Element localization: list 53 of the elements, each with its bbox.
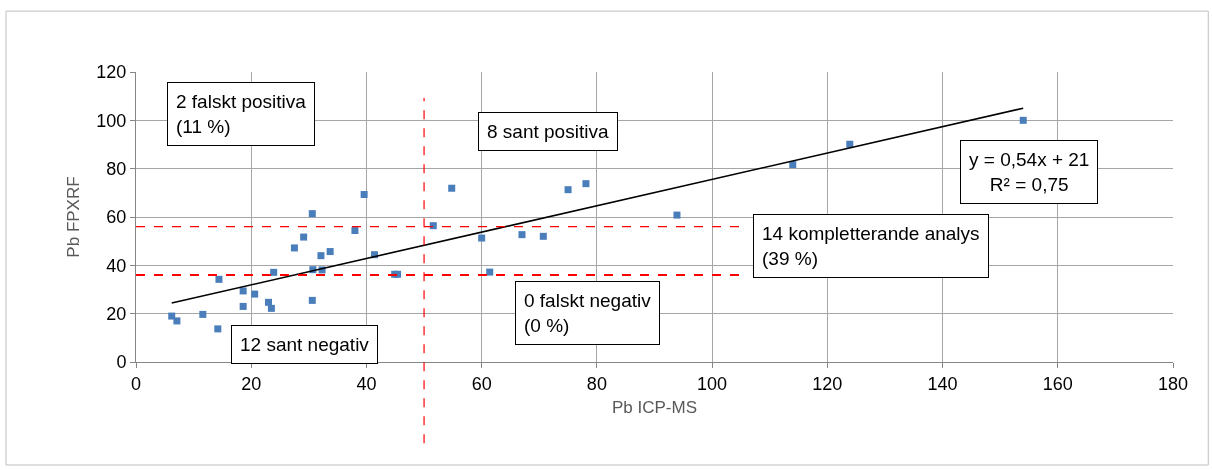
annotation: 8 sant positiva bbox=[487, 121, 609, 142]
annotation: 14 kompletterande analys (39 %) bbox=[762, 223, 980, 269]
y-tick-label: 60 bbox=[106, 207, 127, 228]
point bbox=[173, 317, 181, 325]
point bbox=[317, 252, 325, 260]
point bbox=[351, 227, 359, 235]
point bbox=[199, 310, 207, 318]
y-tick-label: 0 bbox=[116, 352, 127, 373]
annotation: y = 0,54x + 21 R² = 0,75 bbox=[969, 149, 1090, 195]
point bbox=[239, 287, 247, 295]
point bbox=[214, 325, 222, 333]
point bbox=[239, 302, 247, 310]
point bbox=[582, 180, 590, 188]
y-tick-label: 40 bbox=[106, 255, 127, 276]
point bbox=[215, 275, 223, 283]
point bbox=[564, 186, 572, 194]
point bbox=[326, 248, 334, 256]
point bbox=[1019, 116, 1027, 124]
y-tick-label: 20 bbox=[106, 303, 127, 324]
y-axis-title: Pb FPXRF bbox=[63, 176, 83, 258]
point bbox=[478, 234, 486, 242]
point bbox=[300, 233, 308, 241]
point bbox=[429, 222, 437, 230]
point bbox=[539, 232, 547, 240]
point bbox=[448, 184, 456, 192]
point bbox=[673, 211, 681, 219]
x-tick-label: 160 bbox=[1042, 373, 1073, 394]
x-tick-label: 0 bbox=[130, 373, 142, 394]
point bbox=[290, 244, 298, 252]
x-tick-label: 40 bbox=[356, 373, 377, 394]
y-tick-label: 100 bbox=[96, 110, 127, 131]
point bbox=[265, 298, 273, 306]
x-tick-label: 100 bbox=[697, 373, 728, 394]
annotation: 12 sant negativ bbox=[240, 334, 370, 355]
point bbox=[486, 268, 494, 276]
point bbox=[360, 191, 368, 199]
x-axis-title: Pb ICP-MS bbox=[611, 398, 698, 417]
point bbox=[308, 296, 316, 304]
point bbox=[267, 304, 275, 312]
x-tick-label: 120 bbox=[812, 373, 843, 394]
x-tick-label: 140 bbox=[927, 373, 958, 394]
point bbox=[518, 231, 526, 239]
point bbox=[270, 268, 278, 276]
point bbox=[251, 290, 259, 298]
x-tick-label: 60 bbox=[471, 373, 492, 394]
y-tick-label: 120 bbox=[96, 62, 127, 83]
x-tick-label: 80 bbox=[586, 373, 607, 394]
x-tick-label: 20 bbox=[241, 373, 262, 394]
annotation: 2 falskt positiva (11 %) bbox=[176, 91, 307, 137]
point bbox=[308, 210, 316, 218]
y-tick-label: 80 bbox=[106, 158, 127, 179]
x-tick-label: 180 bbox=[1157, 373, 1189, 394]
annotation: 0 falskt negativ (0 %) bbox=[524, 290, 652, 336]
